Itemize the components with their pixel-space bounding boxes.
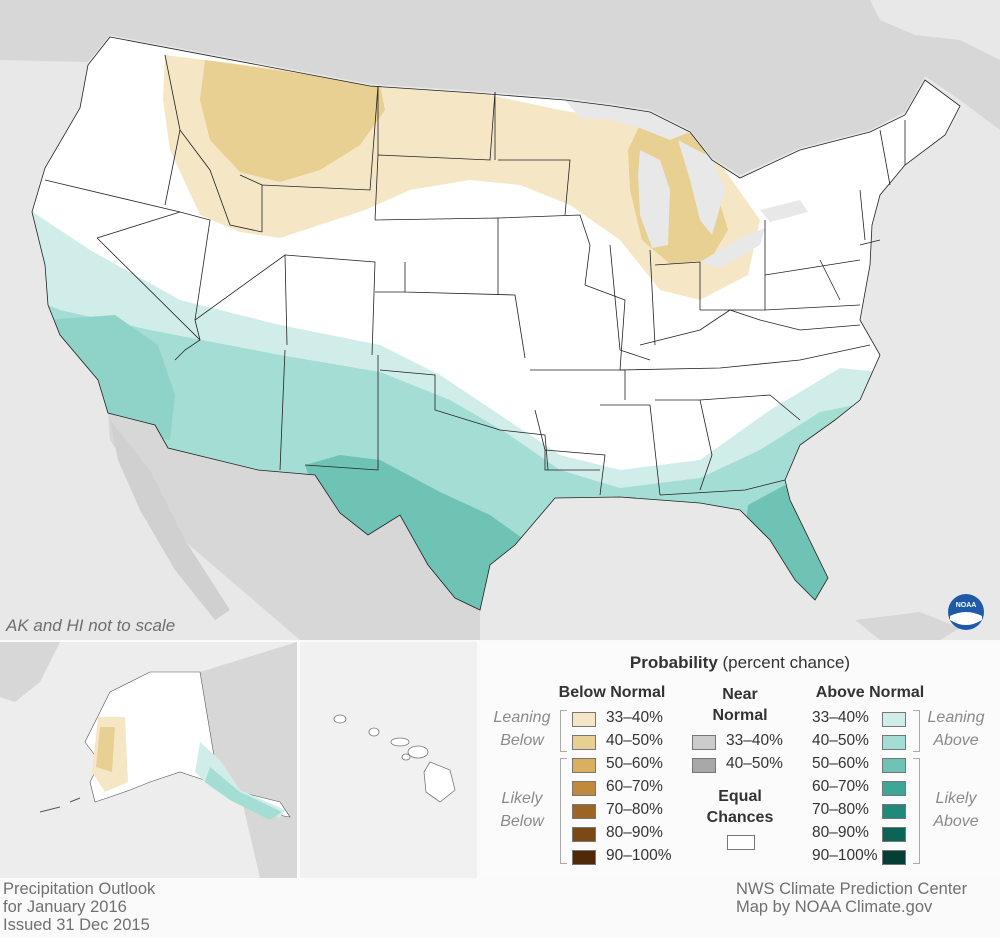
below-label-5: 80–90% — [606, 824, 663, 841]
below-label-2: 50–60% — [606, 755, 663, 772]
near-swatch-1 — [692, 758, 716, 773]
aleutian-islands — [39, 797, 81, 813]
legend: Probability (percent chance) Below Norma… — [480, 642, 1000, 878]
below-swatch-0 — [572, 712, 596, 727]
above-normal-header: Above Normal — [815, 684, 925, 701]
above-label-2: 50–60% — [812, 755, 869, 772]
leaning-above-bracket — [913, 710, 920, 752]
below-label-3: 60–70% — [606, 778, 663, 795]
above-label-0: 33–40% — [812, 709, 869, 726]
footer-credit: Map by NOAA Climate.gov — [736, 898, 933, 916]
above-label-4: 70–80% — [812, 801, 869, 818]
above-label-6: 90–100% — [812, 847, 878, 864]
below-label-0: 33–40% — [606, 709, 663, 726]
above-label-5: 80–90% — [812, 824, 869, 841]
leaning-above-label: Leaning Above — [916, 706, 996, 752]
hawaii-islands — [333, 714, 456, 803]
near-swatch-0 — [692, 735, 716, 750]
lake-ontario — [760, 200, 808, 222]
below-label-6: 90–100% — [606, 847, 672, 864]
above-swatch-3 — [882, 781, 906, 796]
above-swatch-5 — [882, 827, 906, 842]
mexico-land — [108, 413, 480, 640]
leaning-below-line1: Leaning — [493, 709, 551, 726]
footer-issued: Issued 31 Dec 2015 — [3, 916, 150, 934]
footer-left: Precipitation Outlook for January 2016 I… — [3, 880, 155, 934]
near-label-0: 33–40% — [726, 732, 783, 749]
lake-erie — [700, 228, 765, 268]
noaa-logo-text: NOAA — [956, 602, 977, 609]
lake-superior — [565, 100, 690, 140]
footer-title: Precipitation Outlook — [3, 880, 156, 898]
above-swatch-1 — [882, 735, 906, 750]
lake-huron — [678, 140, 725, 235]
above-label-3: 60–70% — [812, 778, 869, 795]
legend-title-bold: Probability — [629, 653, 718, 672]
equal-chances-swatch — [727, 835, 755, 850]
noaa-logo: NOAA — [948, 594, 984, 630]
above-swatch-0 — [882, 712, 906, 727]
legend-title-rest: (percent chance) — [717, 653, 851, 672]
leaning-above-line1: Leaning — [927, 709, 985, 726]
below-swatch-3 — [572, 781, 596, 796]
leaning-below-line2: Below — [500, 732, 544, 749]
hawaii-inset-svg — [333, 714, 456, 803]
above-swatch-4 — [882, 804, 906, 819]
near-normal-header-line2: Normal — [712, 707, 768, 724]
below-swatch-4 — [572, 804, 596, 819]
below-swatch-6 — [572, 850, 596, 865]
likely-below-bracket — [560, 758, 567, 864]
below-swatch-1 — [572, 735, 596, 750]
above-50-60-region-fl — [745, 485, 835, 610]
state-borders — [31, 36, 961, 611]
below-swatch-2 — [572, 758, 596, 773]
near-normal-header-line1: Near — [722, 686, 758, 703]
above-label-1: 40–50% — [812, 732, 869, 749]
alaska-below-40-50 — [96, 727, 115, 772]
baja — [110, 420, 230, 620]
equal-chances-line1: Equal — [718, 788, 762, 805]
below-normal-header: Below Normal — [558, 684, 666, 701]
likely-below-line1: Likely — [501, 790, 543, 807]
near-label-1: 40–50% — [726, 755, 783, 772]
map-scale-note: AK and HI not to scale — [6, 616, 176, 635]
leaning-below-label: Leaning Below — [482, 706, 562, 752]
conus-map-svg: NOAA — [0, 0, 1000, 640]
canada-coast — [870, 0, 1000, 60]
below-label-1: 40–50% — [606, 732, 663, 749]
likely-above-bracket — [913, 758, 920, 864]
above-swatch-2 — [882, 758, 906, 773]
likely-below-line2: Below — [500, 813, 544, 830]
alaska-inset-svg — [0, 642, 297, 878]
likely-below-label: Likely Below — [482, 787, 562, 833]
equal-chances-header: Equal Chances — [680, 786, 800, 828]
below-swatch-5 — [572, 827, 596, 842]
likely-above-line1: Likely — [935, 790, 977, 807]
alaska-above-40-50 — [205, 767, 282, 820]
likely-above-label: Likely Above — [916, 787, 996, 833]
russia-land — [0, 642, 60, 702]
likely-above-line2: Above — [933, 813, 979, 830]
above-50-60-region-tx — [305, 455, 525, 610]
cuba — [855, 612, 960, 640]
alaska-inset — [0, 642, 297, 878]
above-swatch-6 — [882, 850, 906, 865]
below-label-4: 70–80% — [606, 801, 663, 818]
equal-chances-line2: Chances — [706, 809, 774, 826]
footer-source: NWS Climate Prediction Center — [736, 880, 968, 898]
leaning-below-bracket — [560, 710, 567, 752]
near-normal-header: Near Normal — [680, 684, 800, 726]
canada-land — [0, 0, 1000, 175]
canada-yukon — [200, 642, 297, 878]
hawaii-inset — [300, 642, 477, 878]
leaning-above-line2: Above — [933, 732, 979, 749]
above-50-60-region-ca — [45, 315, 175, 440]
footer-right: NWS Climate Prediction Center Map by NOA… — [736, 880, 967, 916]
lake-michigan — [638, 150, 670, 248]
legend-title: Probability (percent chance) — [480, 653, 1000, 673]
conus-map: NOAA AK and HI not to scale — [0, 0, 1000, 640]
footer-period: for January 2016 — [3, 898, 127, 916]
alaska-above-33-40 — [195, 742, 285, 818]
below-40-50-region-west — [200, 60, 385, 182]
